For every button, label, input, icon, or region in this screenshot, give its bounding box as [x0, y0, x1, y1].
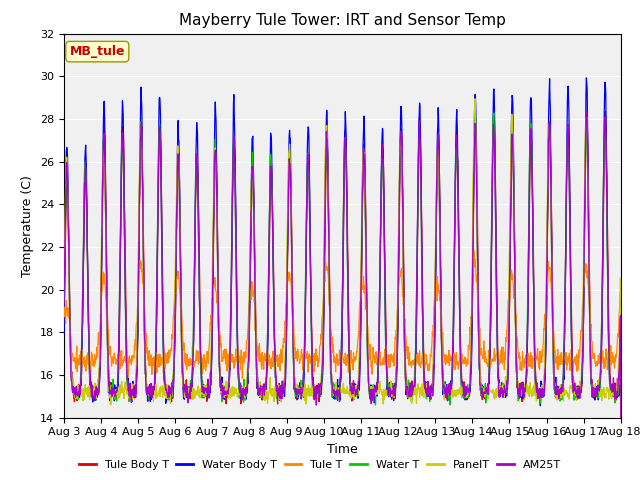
- Title: Mayberry Tule Tower: IRT and Sensor Temp: Mayberry Tule Tower: IRT and Sensor Temp: [179, 13, 506, 28]
- Y-axis label: Temperature (C): Temperature (C): [22, 175, 35, 276]
- X-axis label: Time: Time: [327, 443, 358, 456]
- Text: MB_tule: MB_tule: [70, 45, 125, 58]
- Legend: Tule Body T, Water Body T, Tule T, Water T, PanelT, AM25T: Tule Body T, Water Body T, Tule T, Water…: [75, 456, 565, 474]
